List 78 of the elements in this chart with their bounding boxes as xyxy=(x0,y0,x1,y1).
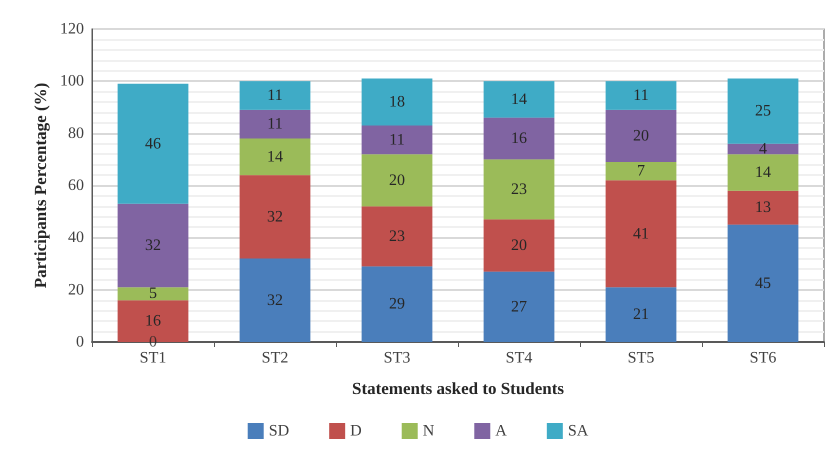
y-tick-label: 120 xyxy=(60,20,84,38)
bar xyxy=(606,162,676,180)
data-label: 23 xyxy=(389,228,405,245)
data-label: 32 xyxy=(267,292,283,309)
data-label: 25 xyxy=(755,102,771,120)
y-tick-label: 40 xyxy=(68,229,84,246)
y-tick-label: 100 xyxy=(60,72,84,90)
bar xyxy=(362,78,432,126)
data-label: 23 xyxy=(511,180,527,198)
data-label: 11 xyxy=(267,87,283,104)
bar xyxy=(606,180,676,288)
bar xyxy=(606,110,676,162)
data-label: 16 xyxy=(511,130,527,148)
data-label: 32 xyxy=(145,236,161,254)
bar xyxy=(118,287,188,300)
bar xyxy=(606,81,676,110)
x-tick-label: ST1 xyxy=(140,350,166,366)
bar xyxy=(362,206,432,266)
data-label: 11 xyxy=(267,116,283,133)
bar xyxy=(484,118,554,160)
bar xyxy=(728,154,798,191)
data-label: 32 xyxy=(267,208,283,226)
bar xyxy=(728,190,798,225)
bar xyxy=(362,154,432,206)
bar xyxy=(362,126,432,154)
data-label: 20 xyxy=(511,236,527,254)
bar xyxy=(728,144,798,154)
bar xyxy=(728,78,798,144)
data-label: 18 xyxy=(389,94,405,111)
data-label: 41 xyxy=(633,225,649,242)
x-tick-label: ST4 xyxy=(506,350,532,366)
data-label: 46 xyxy=(145,135,161,152)
y-tick-label: 60 xyxy=(68,177,84,194)
bar xyxy=(118,84,188,204)
bar xyxy=(118,204,188,288)
y-axis-title: Participants Percentage (%) xyxy=(31,82,50,288)
bar xyxy=(240,81,310,110)
annotation: 0 xyxy=(149,334,157,350)
data-label: 5 xyxy=(149,285,157,302)
x-axis-title: Statements asked to Students xyxy=(352,379,564,398)
data-label: 13 xyxy=(755,199,771,216)
y-tick-label: 0 xyxy=(76,334,84,350)
data-label: 11 xyxy=(633,87,649,104)
bar xyxy=(362,266,432,342)
legend-label: SD xyxy=(268,422,290,440)
data-label: 11 xyxy=(389,131,405,148)
bar xyxy=(484,272,554,342)
legend-label: A xyxy=(495,422,508,440)
bar xyxy=(484,219,554,272)
bar xyxy=(728,224,798,342)
legend-label: D xyxy=(350,422,362,440)
data-label: 29 xyxy=(389,296,405,313)
x-tick-label: ST2 xyxy=(262,350,288,366)
data-label: 14 xyxy=(267,148,283,166)
data-label: 7 xyxy=(637,162,645,180)
data-label: 27 xyxy=(511,298,527,316)
data-label: 14 xyxy=(511,90,527,108)
bar xyxy=(484,159,554,220)
bar xyxy=(240,110,310,139)
bar xyxy=(240,175,310,259)
legend-label: N xyxy=(422,422,435,440)
x-tick-label: ST6 xyxy=(750,350,776,366)
data-label: 14 xyxy=(755,164,771,181)
x-tick-label: ST5 xyxy=(628,350,654,366)
data-label: 21 xyxy=(633,306,649,324)
bar xyxy=(606,287,676,342)
data-label: 20 xyxy=(389,172,405,189)
bar xyxy=(484,81,554,118)
data-label: 4 xyxy=(759,140,767,158)
y-tick-label: 80 xyxy=(68,124,84,142)
data-label: 16 xyxy=(145,312,161,330)
x-tick-label: ST3 xyxy=(384,350,410,366)
data-label: 20 xyxy=(633,127,649,144)
bar xyxy=(240,258,310,342)
data-label: 45 xyxy=(755,274,771,292)
legend-label: SA xyxy=(568,422,589,440)
bar xyxy=(240,138,310,176)
y-tick-label: 20 xyxy=(68,281,84,298)
